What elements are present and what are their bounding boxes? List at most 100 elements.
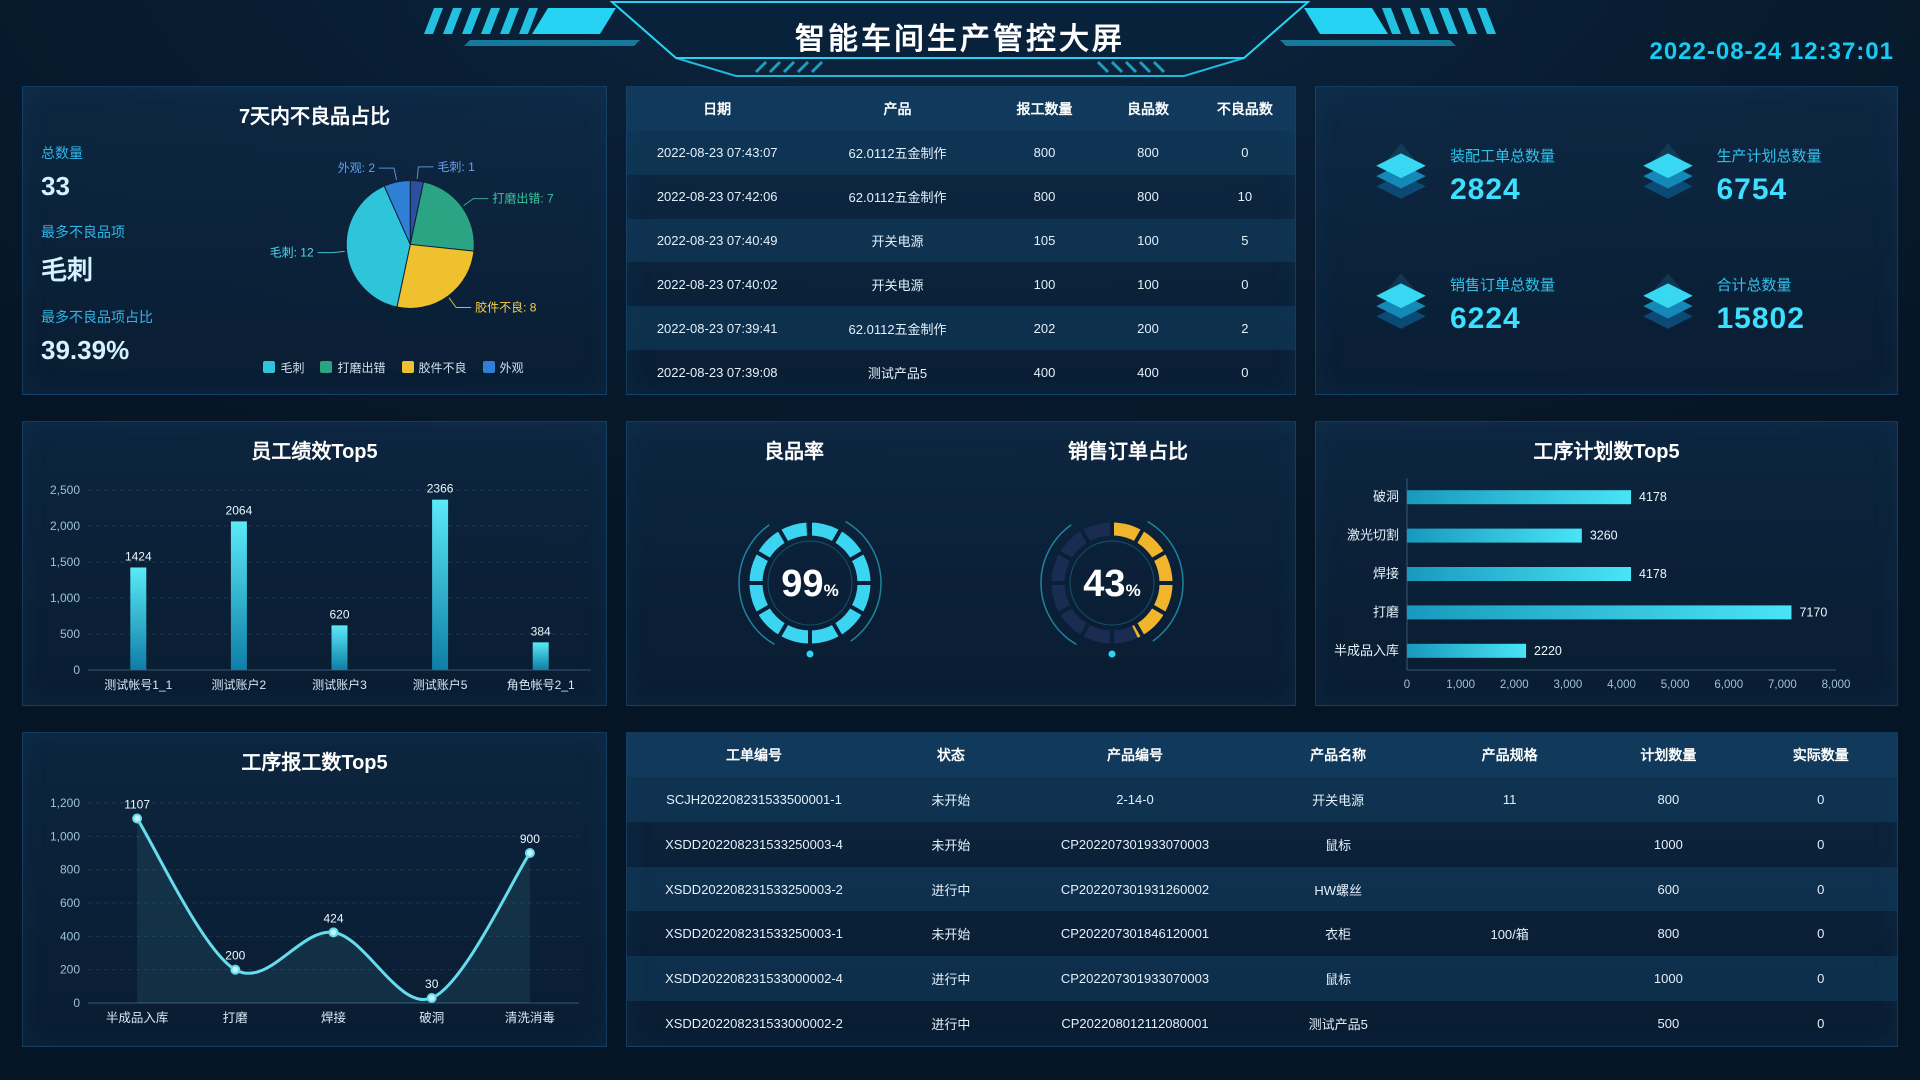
panel-gauges: 良品率 销售订单占比 99% 43% [626,421,1296,706]
stat-label: 销售订单总数量 [1450,277,1556,295]
column-header: 报工数量 [987,87,1102,131]
table-cell: 800 [1033,145,1056,161]
svg-text:384: 384 [531,624,551,638]
svg-text:2,000: 2,000 [50,519,80,533]
svg-text:0: 0 [73,996,80,1010]
panel-defect-ratio: 7天内不良品占比 总数量 33 最多不良品项 毛刺 最多不良品项占比 39.39… [22,86,607,395]
table-cell: 10 [1237,189,1253,205]
legend-item: 胶件不良 [401,359,467,376]
table-cell: 开关电源 [871,277,924,293]
header: 智能车间生产管控大屏 2022-08-24 12:37:01 [0,0,1920,84]
table-cell: 衣柜 [1325,927,1352,943]
column-header: 实际数量 [1744,733,1897,777]
svg-text:30: 30 [425,977,439,991]
table-cell: SCJH202208231533500001-1 [666,791,842,807]
svg-text:500: 500 [60,627,80,641]
header-decoration [424,1,1496,77]
table-row: XSDD202208231533250003-4 未开始 CP20220730193… [627,822,1897,867]
table-cell: 400 [1033,364,1056,380]
panel-title: 良品率 [764,441,824,463]
table-cell [1427,867,1592,912]
table-cell: CP202208012112080001 [1061,1016,1209,1032]
svg-text:2,000: 2,000 [1500,679,1529,691]
stat-label: 最多不良品项 [41,224,125,240]
svg-text:7,000: 7,000 [1768,679,1797,691]
panel-title: 7天内不良品占比 [238,106,391,128]
stat-value: 2824 [1450,172,1521,206]
column-header: 计划数量 [1592,733,1745,777]
defect-body: 总数量 33 最多不良品项 毛刺 最多不良品项占比 39.39% 毛刺: 1 打磨… [23,129,606,390]
table-cell: 0 [1817,881,1825,897]
table-row: 2022-08-23 07:43:07 62.0112五金制作 800 800 0 [627,131,1295,175]
table-row: 2022-08-23 07:39:08 测试产品5 400 400 0 [627,350,1295,394]
panel-title: 工序报工数Top5 [241,752,388,774]
svg-text:毛刺: 1: 毛刺: 1 [437,160,475,174]
table-cell: 1000 [1653,836,1683,852]
svg-text:胶件不良: 8: 胶件不良: 8 [475,300,537,315]
column-header: 工单编号 [627,733,881,777]
stat-sales-orders: 销售订单总数量 6224 [1340,241,1607,371]
legend-item: 毛刺 [263,359,304,376]
svg-text:1,000: 1,000 [50,591,80,605]
table-cell: 0 [1241,145,1249,161]
table-cell: 100 [1033,276,1056,292]
dashboard: 智能车间生产管控大屏 2022-08-24 12:37:01 7天内不良品占比 … [0,0,1920,1047]
stat-value: 6224 [1450,302,1521,336]
panel-process-plan: 工序计划数Top5 0 1,000 2,000 3,000 4,000 5,000 6,00… [1315,421,1898,706]
table-cell: XSDD202208231533250003-4 [665,836,843,852]
table-cell: 未开始 [931,792,971,808]
svg-text:测试账户2: 测试账户2 [212,677,267,692]
svg-text:1,000: 1,000 [50,829,80,843]
dashboard-grid: 7天内不良品占比 总数量 33 最多不良品项 毛刺 最多不良品项占比 39.39… [0,84,1920,1047]
table-cell [1427,822,1592,867]
table-cell: 0 [1241,364,1249,380]
table-cell: 5 [1241,233,1249,249]
defect-stats: 总数量 33 最多不良品项 毛刺 最多不良品项占比 39.39% [23,129,181,390]
table-cell: 测试产品5 [867,365,928,381]
stat-assembly-orders: 装配工单总数量 2824 [1340,111,1607,241]
svg-text:破洞: 破洞 [1373,489,1399,504]
svg-text:2220: 2220 [1534,644,1562,658]
panel-process-report: 工序报工数Top5 0 200 400 600 800 1,000 1,200 1107 半成品… [22,732,607,1047]
table-row: SCJH202208231533500001-1 未开始 2-14-0 开关电源 11 8… [627,777,1897,822]
svg-text:1,200: 1,200 [50,796,80,810]
svg-text:43%: 43% [1084,563,1141,605]
stat-value: 毛刺 [41,255,94,285]
panel-totals: 装配工单总数量 2824 生产计划总数量 6754 [1315,86,1898,395]
table-cell: 100 [1137,276,1159,292]
table-row: XSDD202208231533250003-2 进行中 CP20220730193… [627,866,1897,912]
gauges-row: 99% 43% [627,464,1295,697]
stat-value: 6754 [1716,172,1788,206]
table-cell: 800 [1033,189,1056,205]
svg-text:4178: 4178 [1639,490,1667,504]
svg-text:清洗消毒: 清洗消毒 [505,1011,555,1025]
table-cell: 600 [1657,881,1680,897]
svg-text:打磨: 打磨 [1373,604,1399,619]
layers-icon [1635,143,1701,208]
svg-text:6,000: 6,000 [1714,679,1743,691]
table-cell [1427,1001,1592,1046]
svg-text:800: 800 [60,863,80,877]
table-cell: XSDD202208231533250003-2 [665,881,843,897]
svg-text:2,500: 2,500 [50,483,80,497]
table-cell: CP202207301931260002 [1060,881,1210,897]
plan-hbar-chart: 0 1,000 2,000 3,000 4,000 5,000 6,000 7,000 8,00… [1319,464,1894,700]
legend-item: 打磨出错 [320,359,386,376]
defect-pie-chart: 毛刺: 1 打磨出错: 7 胶件不良: 8 毛刺: 12 外观: 2 [184,129,603,351]
table-cell: 未开始 [931,927,971,943]
svg-text:焊接: 焊接 [1373,566,1399,581]
table-cell: 1000 [1653,971,1683,987]
defect-top-ratio: 最多不良品项占比 39.39% [41,307,181,366]
table-cell: 2022-08-23 07:40:02 [656,276,778,292]
table-cell: HW螺丝 [1314,882,1363,898]
svg-text:1,500: 1,500 [50,555,80,569]
stat-value: 15802 [1716,302,1805,336]
table-cell: 2022-08-23 07:39:41 [656,320,778,336]
stat-label: 总数量 [41,145,83,161]
legend-item: 外观 [482,359,524,376]
svg-text:角色帐号2_1: 角色帐号2_1 [507,677,575,692]
table-cell: 未开始 [931,837,971,853]
table-cell: 11 [1502,791,1517,807]
svg-text:1107: 1107 [124,798,150,812]
panel-order-table: 工单编号 状态 产品编号 产品名称 产品规格 计划数量 实际数量 SCJH202208231… [626,732,1898,1047]
